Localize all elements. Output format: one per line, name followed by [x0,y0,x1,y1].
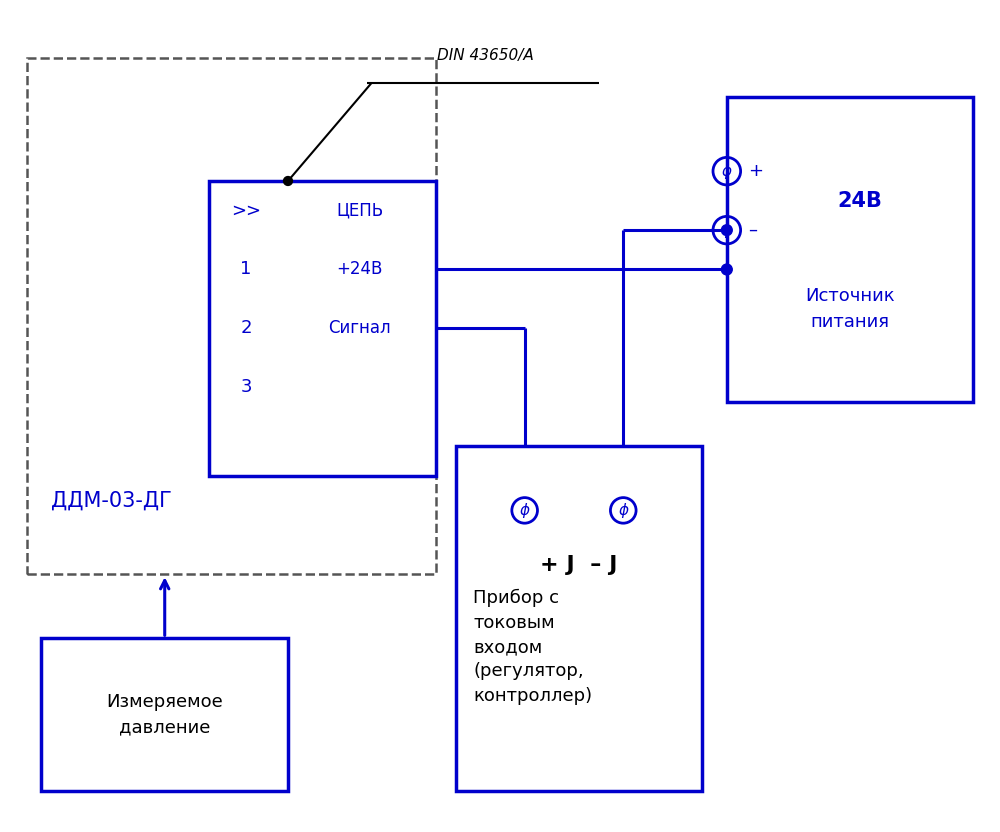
Text: ДДМ-03-ДГ: ДДМ-03-ДГ [51,491,172,511]
Text: ϕ: ϕ [618,503,628,518]
Text: + J  – J: + J – J [540,555,618,575]
Text: ϕ: ϕ [722,164,732,179]
Circle shape [284,176,292,186]
Bar [727,97,973,402]
Text: ϕ: ϕ [520,503,530,518]
Text: +24В: +24В [336,260,383,279]
Text: 2: 2 [240,319,252,338]
Text: DIN 43650/A: DIN 43650/A [437,48,534,63]
Text: Прибор с
токовым
входом
(регулятор,
контроллер): Прибор с токовым входом (регулятор, конт… [473,589,592,705]
Text: 1: 1 [240,260,252,279]
Text: 24В: 24В [837,191,882,210]
Text: ЦЕПЬ: ЦЕПЬ [336,201,383,220]
Bar [27,58,436,574]
Circle shape [721,225,732,235]
Text: Сигнал: Сигнал [328,319,391,338]
Text: –: – [748,221,758,239]
Bar [209,181,436,476]
Bar [456,447,702,790]
Circle shape [721,264,732,275]
Text: Источник
питания: Источник питания [805,286,895,331]
Text: 3: 3 [240,379,252,397]
Bar [41,638,288,790]
Text: ϕ: ϕ [722,223,732,238]
Text: +: + [748,162,764,181]
Text: Измеряемое
давление: Измеряемое давление [106,693,223,736]
Text: >>: >> [231,201,261,220]
